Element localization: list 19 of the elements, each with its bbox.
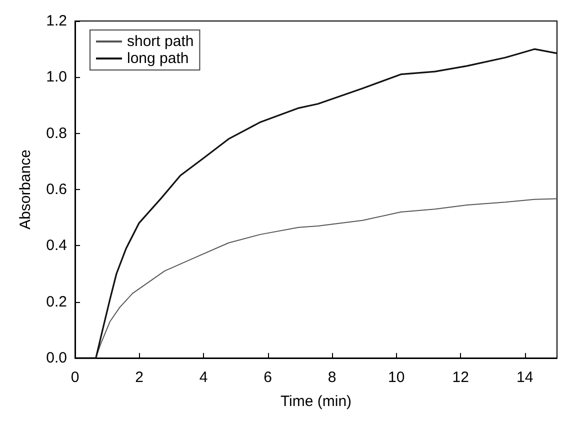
y-tick-label: 0.2 [46,293,67,310]
legend-label: short path [127,33,194,50]
legend-label: long path [127,50,189,67]
x-axis-title: Time (min) [280,393,352,410]
x-tick-label: 12 [452,369,469,386]
y-tick-label: 0.0 [46,350,67,366]
y-tick-label: 0.6 [46,181,67,198]
y-tick-label: 0.8 [46,124,67,142]
x-tick-label: 6 [264,369,272,386]
x-tick-label: 4 [199,369,208,386]
x-tick-label: 2 [135,369,144,386]
x-tick-label: 8 [328,369,336,386]
y-tick-label: 0.4 [46,237,67,254]
y-tick-label: 1.2 [46,12,67,30]
y-axis-title: Absorbance [17,149,34,230]
x-tick-label: 10 [388,369,405,386]
x-tick-label: 0 [70,369,80,386]
y-tick-label: 1.0 [46,68,67,86]
x-tick-label: 14 [516,369,534,386]
